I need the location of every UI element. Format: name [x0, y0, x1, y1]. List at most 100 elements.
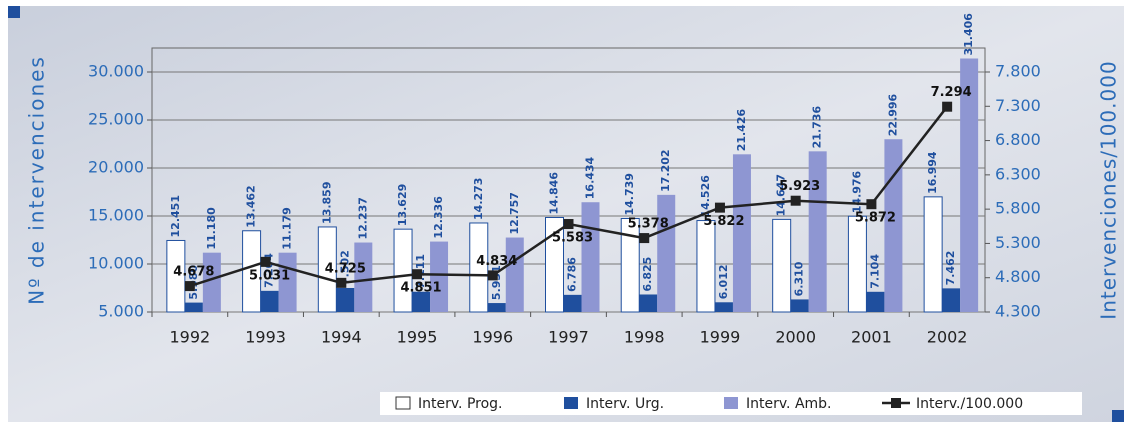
bar [564, 295, 582, 312]
data-label: 13.462 [245, 185, 258, 227]
bar [733, 154, 751, 312]
bar [430, 242, 448, 312]
data-label: 16.434 [584, 156, 597, 199]
x-tick-label: 1999 [700, 328, 741, 347]
legend-label: Interv. Amb. [746, 396, 832, 412]
data-label: 14.273 [472, 178, 485, 220]
data-label: 5.583 [552, 231, 593, 246]
y-tick-label: 30.000 [88, 62, 144, 81]
x-tick-label: 2001 [851, 328, 892, 347]
x-tick-label: 2000 [775, 328, 816, 347]
data-label: 5.031 [249, 268, 290, 283]
data-label: 4.678 [173, 265, 214, 280]
marker [866, 199, 876, 209]
bar [848, 216, 866, 312]
bar [582, 202, 600, 312]
legend-marker [891, 398, 901, 408]
bar [639, 294, 657, 312]
x-tick-label: 2002 [927, 328, 968, 347]
bar [488, 303, 506, 312]
x-tick-label: 1998 [624, 328, 665, 347]
marker [639, 233, 649, 243]
bar [942, 288, 960, 312]
x-tick-label: 1995 [397, 328, 438, 347]
bar [261, 291, 279, 312]
y-tick-label: 5.000 [98, 302, 144, 321]
data-label: 11.180 [205, 207, 218, 250]
y2-tick-label: 7.300 [995, 96, 1041, 115]
y2-tick-label: 4.300 [995, 302, 1041, 321]
marker [336, 278, 346, 288]
y2-axis-title: Intervenciones/100.000 [1097, 60, 1121, 319]
data-label: 31.406 [962, 13, 975, 56]
y2-tick-label: 6.300 [995, 164, 1041, 183]
data-label: 7.294 [931, 85, 972, 100]
bar [394, 229, 412, 312]
y-tick-label: 10.000 [88, 254, 144, 273]
data-label: 12.451 [169, 195, 182, 237]
bar [336, 288, 354, 312]
marker [488, 270, 498, 280]
chart: Nº de intervenciones Intervenciones/100.… [0, 0, 1132, 427]
data-label: 17.202 [659, 149, 672, 191]
y-tick-label: 15.000 [88, 206, 144, 225]
data-label: 14.739 [623, 173, 636, 215]
data-label: 7.104 [868, 254, 881, 289]
bar [924, 197, 942, 312]
data-label: 11.179 [281, 207, 294, 249]
data-label: 5.822 [703, 214, 744, 229]
y2-tick-label: 4.800 [995, 267, 1041, 286]
data-label: 6.786 [566, 257, 579, 292]
bar [866, 292, 884, 312]
y-tick-label: 25.000 [88, 110, 144, 129]
data-label: 6.012 [717, 264, 730, 299]
data-label: 12.336 [432, 196, 445, 239]
y-axis-title: Nº de intervenciones [25, 55, 49, 305]
data-label: 14.846 [548, 172, 561, 215]
bar [185, 303, 203, 312]
data-label: 12.757 [508, 192, 521, 234]
data-label: 21.736 [811, 106, 824, 149]
x-tick-label: 1996 [472, 328, 513, 347]
data-label: 12.237 [356, 197, 369, 239]
x-tick-label: 1992 [170, 328, 211, 347]
marker [412, 269, 422, 279]
legend-swatch [564, 397, 578, 409]
legend-swatch [724, 397, 738, 409]
y2-tick-label: 5.800 [995, 199, 1041, 218]
data-label: 14.976 [850, 170, 863, 213]
y-tick-label: 20.000 [88, 158, 144, 177]
legend-swatch [396, 397, 410, 409]
data-label: 7.462 [944, 251, 957, 286]
data-label: 4.725 [325, 261, 366, 276]
bar [506, 238, 524, 312]
x-tick-label: 1993 [245, 328, 286, 347]
bar [715, 302, 733, 312]
data-label: 22.996 [886, 93, 899, 136]
marker [942, 102, 952, 112]
data-label: 16.994 [926, 151, 939, 194]
bar [621, 219, 639, 312]
data-label: 4.851 [400, 281, 441, 296]
marker [185, 281, 195, 291]
data-label: 5.872 [855, 211, 896, 226]
legend-label: Interv. Urg. [586, 396, 664, 412]
data-label: 13.859 [320, 182, 333, 224]
x-tick-label: 1994 [321, 328, 362, 347]
legend-label: Interv. Prog. [418, 396, 503, 412]
bar [697, 221, 715, 312]
y2-tick-label: 5.300 [995, 233, 1041, 252]
bar [773, 219, 791, 312]
y2-tick-label: 6.800 [995, 130, 1041, 149]
corner [1112, 410, 1124, 422]
marker [564, 219, 574, 229]
bar [791, 299, 809, 312]
bar [354, 243, 372, 312]
y2-tick-label: 7.800 [995, 62, 1041, 81]
marker [715, 203, 725, 213]
data-label: 13.629 [396, 184, 409, 226]
data-label: 21.426 [735, 109, 748, 152]
data-label: 4.834 [476, 254, 517, 269]
data-label: 6.825 [641, 257, 654, 292]
data-label: 5.378 [628, 217, 669, 232]
